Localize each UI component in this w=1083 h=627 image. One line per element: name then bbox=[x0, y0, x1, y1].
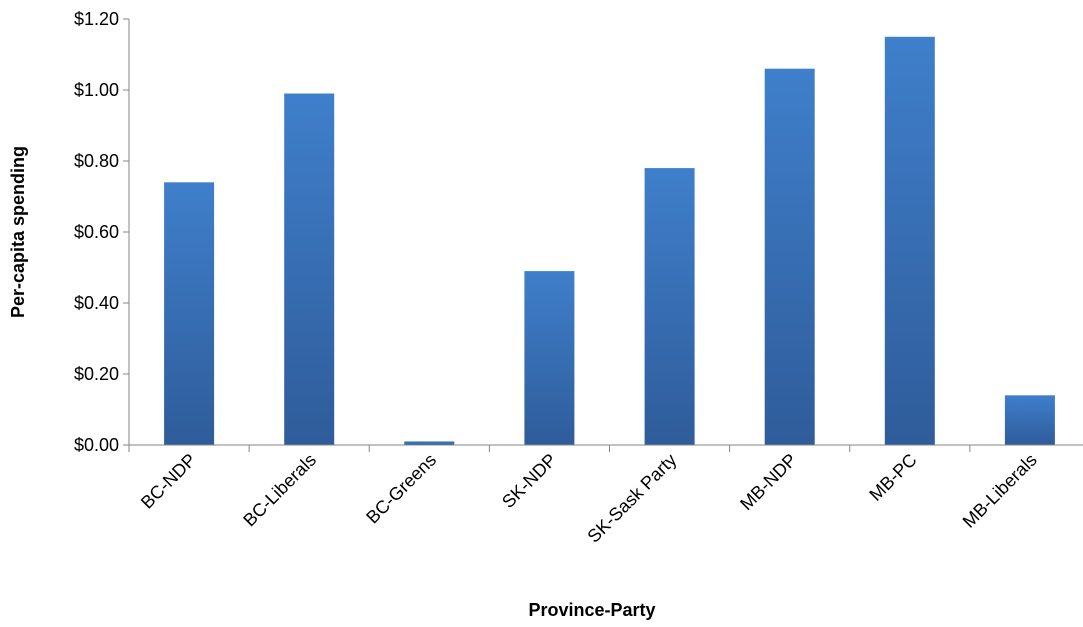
x-axis-title: Province-Party bbox=[528, 600, 655, 620]
bar-bc-ndp bbox=[164, 182, 215, 446]
y-tick-label: $0.40 bbox=[74, 293, 119, 313]
axes-group bbox=[123, 18, 1083, 452]
x-tick-label: BC-NDP bbox=[137, 450, 200, 513]
x-tick-label: BC-Liberals bbox=[239, 450, 320, 531]
y-tick-label: $0.60 bbox=[74, 222, 119, 242]
y-axis-title: Per-capita spending bbox=[8, 146, 28, 318]
y-tick-label: $1.00 bbox=[74, 80, 119, 100]
bar-mb-ndp bbox=[764, 68, 815, 445]
x-tick-label: MB-Liberals bbox=[959, 450, 1041, 532]
bars-group bbox=[164, 36, 1055, 446]
y-tick-label: $1.20 bbox=[74, 9, 119, 29]
bar-mb-pc bbox=[884, 36, 935, 446]
x-tick-label: MB-NDP bbox=[736, 450, 800, 514]
bar-bc-liberals bbox=[284, 93, 335, 445]
bar-mb-liberals bbox=[1004, 395, 1055, 445]
y-tick-label: $0.80 bbox=[74, 151, 119, 171]
bar-sk-sask-party bbox=[644, 168, 695, 445]
x-tick-labels: BC-NDP BC-Liberals BC-Greens SK-NDP SK-Sask … bbox=[137, 450, 1041, 547]
x-tick-label: MB-PC bbox=[865, 450, 920, 505]
bar-sk-ndp bbox=[524, 271, 575, 445]
y-tick-label: $0.20 bbox=[74, 364, 119, 384]
y-tick-labels: $0.00 $0.20 $0.40 $0.60 $0.80 $1.00 $1.20 bbox=[74, 9, 119, 455]
x-tick-label: SK-Sask Party bbox=[583, 450, 680, 547]
y-tick-label: $0.00 bbox=[74, 435, 119, 455]
x-tick-label: SK-NDP bbox=[498, 450, 560, 512]
bar-bc-greens bbox=[404, 441, 455, 445]
x-tick-label: BC-Greens bbox=[362, 450, 440, 528]
